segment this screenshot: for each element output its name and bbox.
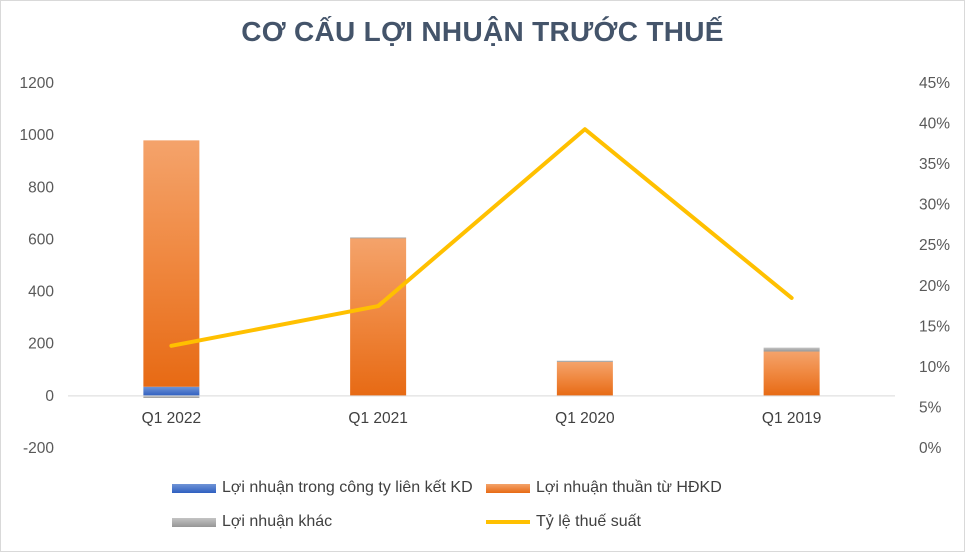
y-left-tick-label: 0 xyxy=(45,388,54,405)
bar-other-profit xyxy=(763,347,820,352)
bar-other-profit xyxy=(350,237,407,239)
y-right-tick-label: 20% xyxy=(919,278,950,295)
y-right-tick-label: 40% xyxy=(919,116,950,133)
bar-operating-profit xyxy=(350,238,407,396)
y-right-tick-label: 30% xyxy=(919,197,950,214)
y-left-tick-label: 1200 xyxy=(20,75,55,92)
x-category-label: Q1 2021 xyxy=(348,410,407,427)
chart-title: CƠ CẤU LỢI NHUẬN TRƯỚC THUẾ xyxy=(241,16,724,47)
bar-other-profit xyxy=(143,395,200,398)
y-left-tick-label: 200 xyxy=(28,336,54,353)
y-right-tick-label: 10% xyxy=(919,359,950,376)
bar-operating-profit xyxy=(556,361,613,396)
y-left-tick-label: 800 xyxy=(28,179,54,196)
y-right-tick-label: 25% xyxy=(919,237,950,254)
y-right-tick-label: 5% xyxy=(919,399,942,416)
x-category-label: Q1 2020 xyxy=(555,410,615,427)
y-right-tick-label: 45% xyxy=(919,75,950,92)
bar-other-profit xyxy=(556,360,613,362)
y-right-tick-label: 0% xyxy=(919,440,942,457)
bar-operating-profit xyxy=(143,140,200,387)
y-left-tick-label: 400 xyxy=(28,284,54,301)
bar-associates xyxy=(143,386,200,396)
y-left-tick-label: 1000 xyxy=(20,127,55,144)
bar-operating-profit xyxy=(763,351,820,396)
tax-rate-line xyxy=(169,127,794,348)
y-left-tick-label: 600 xyxy=(28,231,54,248)
x-category-label: Q1 2019 xyxy=(762,410,821,427)
x-category-label: Q1 2022 xyxy=(142,410,201,427)
y-left-tick-label: -200 xyxy=(23,440,54,457)
y-right-tick-label: 35% xyxy=(919,156,950,173)
y-right-tick-label: 15% xyxy=(919,318,950,335)
